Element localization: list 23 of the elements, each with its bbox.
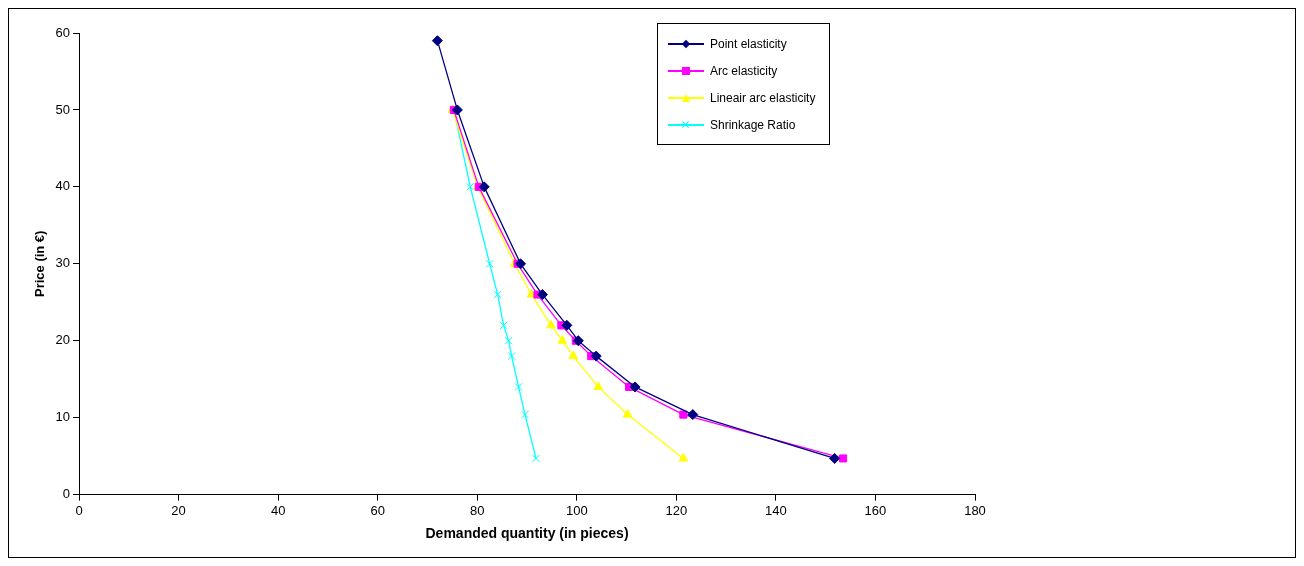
legend-label: Shrinkage Ratio — [710, 117, 796, 132]
y-tick-label: 20 — [55, 332, 71, 348]
x-tick-label: 180 — [964, 502, 986, 518]
x-tick-label: 40 — [270, 502, 286, 518]
legend-label: Lineair arc elasticity — [710, 90, 816, 105]
x-axis-title: Demanded quantity (in pieces) — [425, 525, 629, 542]
y-tick-label: 50 — [55, 101, 71, 117]
legend-label: Arc elasticity — [710, 63, 778, 78]
y-tick-label: 30 — [55, 255, 71, 271]
y-tick-label: 0 — [62, 486, 71, 502]
y-tick-label: 40 — [55, 178, 71, 194]
x-tick-label: 140 — [765, 502, 787, 518]
x-tick-label: 20 — [171, 502, 186, 518]
x-tick-label: 0 — [75, 502, 83, 518]
x-tick-label: 160 — [864, 502, 887, 518]
x-tick-label: 80 — [470, 502, 485, 518]
y-axis-title: Price (in €) — [32, 230, 48, 298]
x-tick-label: 60 — [370, 502, 385, 518]
y-tick-label: 60 — [55, 24, 71, 40]
x-tick-label: 120 — [665, 502, 688, 518]
legend-label: Point elasticity — [710, 36, 787, 51]
x-tick-label: 100 — [565, 502, 588, 518]
y-tick-label: 10 — [55, 409, 71, 425]
